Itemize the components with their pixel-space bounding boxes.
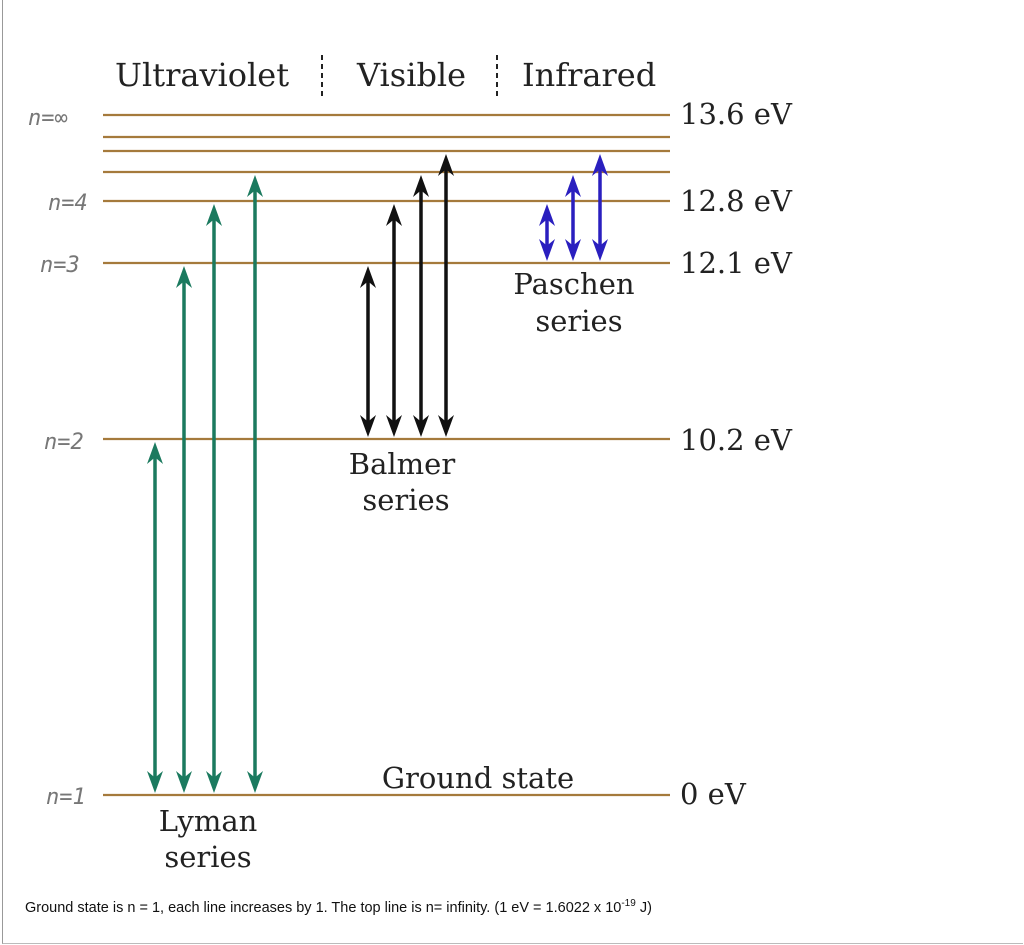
balmer-arrowhead-down (438, 415, 454, 437)
caption-tail: J) (635, 899, 652, 916)
caption-exponent: -19 (621, 898, 636, 909)
energy-label-n4: 12.8 eV (680, 184, 793, 218)
handwritten-n3: n=3 (40, 253, 80, 278)
energy-label-n2: 10.2 eV (680, 423, 793, 457)
energy-label-n3: 12.1 eV (680, 246, 793, 280)
caption-text: Ground state is n = 1, each line increas… (25, 899, 622, 916)
lyman-label: Lyman (159, 804, 258, 838)
paschen-label-series: series (535, 304, 622, 338)
balmer-arrowhead-down (386, 415, 402, 437)
lyman-arrowhead-down (206, 771, 222, 793)
lyman-arrowhead-down (147, 771, 163, 793)
balmer-arrowhead-up (413, 175, 429, 197)
energy-label-inf: 13.6 eV (680, 97, 793, 131)
lyman-arrowhead-up (176, 266, 192, 288)
balmer-label: Balmer (349, 447, 456, 481)
lyman-arrowhead-down (176, 771, 192, 793)
paschen-arrowhead-down (565, 239, 581, 261)
region-infrared: Infrared (522, 56, 656, 94)
lyman-arrowhead-up (247, 175, 263, 197)
handwritten-n4: n=4 (48, 191, 88, 216)
region-visible: Visible (356, 56, 466, 94)
balmer-arrowhead-down (360, 415, 376, 437)
paschen-arrowhead-up (539, 204, 555, 226)
lyman-arrowhead-down (247, 771, 263, 793)
balmer-arrowhead-up (360, 266, 376, 288)
region-ultraviolet: Ultraviolet (115, 56, 289, 94)
balmer-arrowhead-up (438, 154, 454, 176)
paschen-label: Paschen (513, 267, 634, 301)
balmer-label-series: series (362, 483, 449, 517)
lyman-label-series: series (164, 840, 251, 874)
lyman-arrowhead-up (206, 204, 222, 226)
paschen-arrowhead-down (592, 239, 608, 261)
balmer-arrowhead-up (386, 204, 402, 226)
lyman-arrowhead-up (147, 442, 163, 464)
ground-state-label: Ground state (382, 761, 574, 795)
paschen-arrowhead-up (565, 175, 581, 197)
balmer-arrowhead-down (413, 415, 429, 437)
caption: Ground state is n = 1, each line increas… (25, 898, 652, 916)
energy-label-n1: 0 eV (680, 777, 747, 811)
handwritten-n2: n=2 (44, 430, 84, 455)
handwritten-n1: n=1 (46, 785, 86, 810)
paschen-arrowhead-down (539, 239, 555, 261)
handwritten-n-inf: n=∞ (28, 106, 68, 131)
paschen-arrowhead-up (592, 154, 608, 176)
